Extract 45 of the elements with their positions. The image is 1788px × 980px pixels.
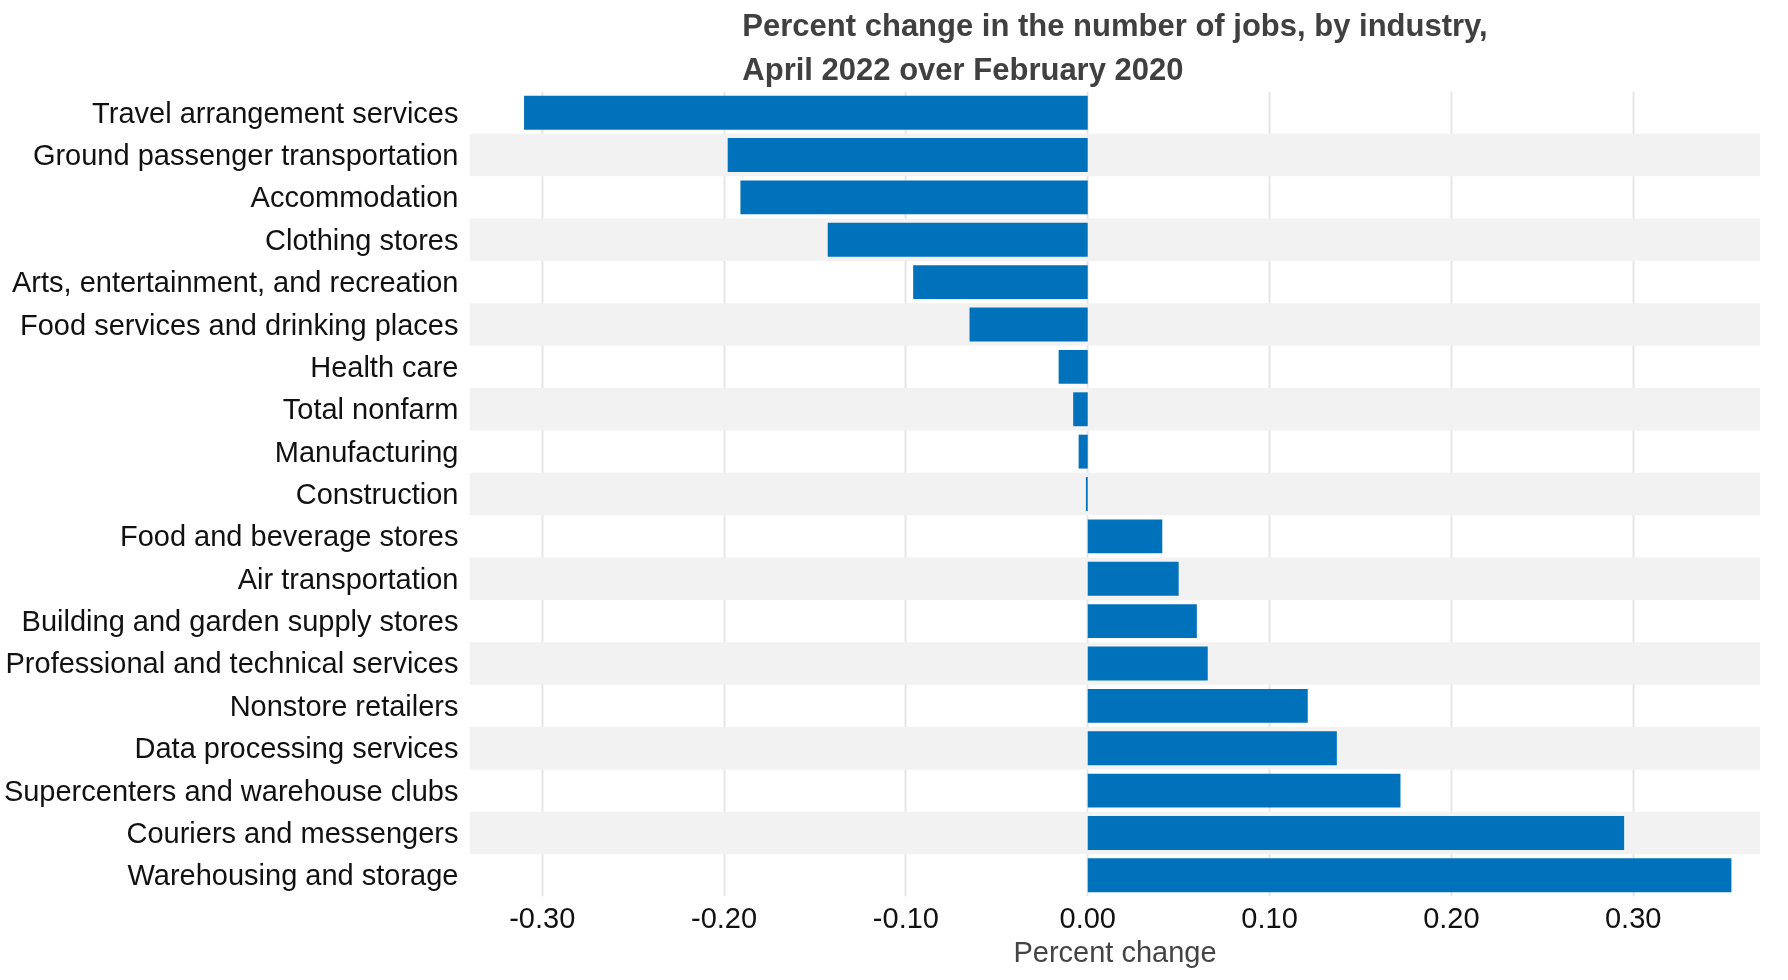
bar bbox=[1087, 604, 1197, 639]
x-tick-label: -0.20 bbox=[691, 901, 758, 934]
x-axis-title: Percent change bbox=[1013, 935, 1217, 968]
bar bbox=[969, 307, 1088, 342]
y-tick-label: Accommodation bbox=[250, 181, 459, 214]
bar bbox=[1087, 731, 1337, 766]
y-tick-label: Construction bbox=[295, 478, 459, 510]
x-tick-label: 0.30 bbox=[1605, 901, 1662, 934]
y-tick-label: Health care bbox=[310, 350, 459, 383]
bar bbox=[524, 95, 1088, 130]
y-tick-label: Total nonfarm bbox=[282, 393, 459, 426]
y-tick-label: Manufacturing bbox=[274, 435, 459, 468]
x-tick-label: 0.00 bbox=[1059, 901, 1116, 934]
x-tick-label: 0.20 bbox=[1423, 901, 1480, 934]
bar bbox=[1078, 434, 1088, 469]
bar bbox=[740, 180, 1088, 215]
y-tick-label: Ground passenger transportation bbox=[32, 139, 459, 172]
x-tick-label: -0.30 bbox=[509, 901, 576, 934]
y-tick-label: Supercenters and warehouse clubs bbox=[3, 774, 459, 807]
y-tick-label: Couriers and messengers bbox=[126, 816, 459, 849]
bar bbox=[1087, 561, 1179, 596]
y-tick-label: Nonstore retailers bbox=[229, 689, 459, 722]
x-tick-label: -0.10 bbox=[872, 901, 939, 934]
x-tick-label: 0.10 bbox=[1241, 901, 1298, 934]
bar bbox=[1087, 646, 1208, 681]
y-tick-label: Warehousing and storage bbox=[127, 859, 459, 892]
y-tick-label: Data processing services bbox=[134, 732, 459, 765]
y-tick-label: Air transportation bbox=[237, 562, 459, 595]
y-tick-label: Professional and technical services bbox=[5, 647, 459, 680]
bar bbox=[827, 222, 1088, 257]
y-tick-label: Food services and drinking places bbox=[20, 308, 459, 341]
y-tick-label: Food and beverage stores bbox=[119, 520, 459, 553]
bar bbox=[727, 138, 1088, 172]
y-tick-label: Travel arrangement services bbox=[92, 96, 459, 129]
y-tick-label: Building and garden supply stores bbox=[21, 605, 459, 638]
y-tick-label: Arts, entertainment, and recreation bbox=[11, 266, 459, 299]
chart-title: Percent change in the number of jobs, by industry, April 2022 over February 2020 bbox=[742, 7, 1488, 87]
bar bbox=[913, 265, 1088, 300]
bar bbox=[1087, 773, 1401, 808]
bar bbox=[1073, 392, 1088, 427]
bar bbox=[1087, 519, 1163, 554]
y-tick-label: Clothing stores bbox=[265, 223, 459, 256]
bar bbox=[1087, 858, 1732, 893]
bar bbox=[1058, 349, 1088, 384]
bar bbox=[1087, 688, 1308, 723]
